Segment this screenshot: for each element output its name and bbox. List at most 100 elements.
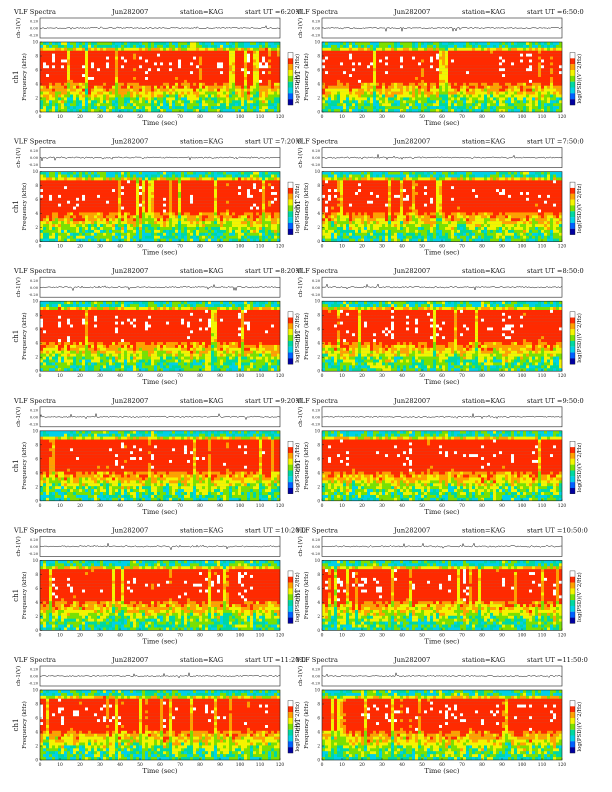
heatmap-cell bbox=[49, 106, 53, 110]
x-tick-label: 70 bbox=[177, 115, 183, 120]
heatmap-cell bbox=[430, 62, 434, 66]
heatmap-cell bbox=[538, 106, 542, 110]
heatmap-cell bbox=[268, 106, 272, 110]
heatmap-cell bbox=[145, 50, 149, 54]
heatmap-cell bbox=[541, 85, 545, 89]
heatmap-cell bbox=[544, 97, 548, 101]
heatmap-cell bbox=[514, 91, 518, 95]
heatmap-cell bbox=[79, 186, 83, 190]
heatmap-cell bbox=[175, 97, 179, 101]
heatmap-cell bbox=[97, 215, 101, 219]
heatmap-cell bbox=[514, 77, 518, 81]
heatmap-cell bbox=[511, 97, 515, 101]
heatmap-cell bbox=[46, 200, 50, 204]
heatmap-cell bbox=[181, 82, 185, 86]
heatmap-cell bbox=[43, 44, 47, 48]
heatmap-cell bbox=[550, 82, 554, 86]
heatmap-cell bbox=[154, 74, 158, 78]
heatmap-cell bbox=[163, 215, 167, 219]
heatmap-cell bbox=[421, 65, 425, 69]
heatmap-cell bbox=[70, 79, 74, 83]
heatmap-cell bbox=[121, 88, 125, 92]
heatmap-cell bbox=[133, 177, 137, 181]
heatmap-cell bbox=[118, 47, 122, 51]
heatmap-cell bbox=[112, 100, 116, 104]
heatmap-cell bbox=[379, 94, 383, 98]
heatmap-cell bbox=[169, 103, 173, 107]
heatmap-cell bbox=[235, 94, 239, 98]
heatmap-cell bbox=[475, 88, 479, 92]
heatmap-cell bbox=[385, 91, 389, 95]
heatmap-cell bbox=[391, 59, 395, 63]
heatmap-cell bbox=[526, 91, 530, 95]
heatmap-cell bbox=[166, 109, 170, 113]
heatmap-cell bbox=[91, 42, 95, 46]
heatmap-cell bbox=[448, 77, 452, 81]
heatmap-cell bbox=[148, 218, 152, 222]
heatmap-cell bbox=[277, 103, 281, 107]
heatmap-cell bbox=[397, 77, 401, 81]
heatmap-cell bbox=[496, 74, 500, 78]
heatmap-cell bbox=[523, 103, 527, 107]
heatmap-cell bbox=[406, 77, 410, 81]
heatmap-cell bbox=[82, 91, 86, 95]
colorbar-segment bbox=[288, 52, 293, 59]
heatmap-cell bbox=[127, 192, 131, 196]
heatmap-cell bbox=[166, 79, 170, 83]
heatmap-cell bbox=[154, 206, 158, 210]
heatmap-cell bbox=[121, 97, 125, 101]
heatmap-cell bbox=[130, 71, 134, 75]
heatmap-cell bbox=[436, 85, 440, 89]
heatmap-cell bbox=[178, 62, 182, 66]
heatmap-cell bbox=[493, 53, 497, 57]
heatmap-cell bbox=[439, 62, 443, 66]
heatmap-cell bbox=[472, 44, 476, 48]
heatmap-cell bbox=[61, 74, 65, 78]
heatmap-cell bbox=[217, 74, 221, 78]
heatmap-cell bbox=[394, 97, 398, 101]
heatmap-cell bbox=[121, 85, 125, 89]
heatmap-cell bbox=[529, 100, 533, 104]
heatmap-cell bbox=[397, 47, 401, 51]
heatmap-cell bbox=[208, 59, 212, 63]
heatmap-cell bbox=[58, 88, 62, 92]
heatmap-cell bbox=[154, 42, 158, 46]
heatmap-cell bbox=[421, 85, 425, 89]
x-tick-label: 70 bbox=[459, 115, 465, 120]
heatmap-cell bbox=[184, 59, 188, 63]
heatmap-cell bbox=[337, 77, 341, 81]
heatmap-cell bbox=[424, 74, 428, 78]
heatmap-cell bbox=[142, 215, 146, 219]
heatmap-cell bbox=[349, 79, 353, 83]
heatmap-cell bbox=[64, 59, 68, 63]
heatmap-cell bbox=[88, 194, 92, 198]
heatmap-cell bbox=[118, 91, 122, 95]
heatmap-cell bbox=[82, 50, 86, 54]
heatmap-cell bbox=[556, 44, 560, 48]
heatmap-cell bbox=[244, 59, 248, 63]
heatmap-cell bbox=[277, 56, 281, 60]
heatmap-cell bbox=[451, 106, 455, 110]
heatmap-cell bbox=[97, 229, 101, 233]
heatmap-cell bbox=[490, 71, 494, 75]
heatmap-cell bbox=[418, 103, 422, 107]
heatmap-cell bbox=[490, 82, 494, 86]
heatmap-cell bbox=[421, 77, 425, 81]
heatmap-cell bbox=[148, 212, 152, 216]
heatmap-cell bbox=[505, 103, 509, 107]
heatmap-cell bbox=[202, 68, 206, 72]
heatmap-cell bbox=[508, 100, 512, 104]
heatmap-cell bbox=[127, 109, 131, 113]
heatmap-cell bbox=[145, 192, 149, 196]
heatmap-cell bbox=[256, 44, 260, 48]
heatmap-cell bbox=[61, 192, 65, 196]
heatmap-cell bbox=[49, 103, 53, 107]
heatmap-cell bbox=[133, 229, 137, 233]
heatmap-cell bbox=[442, 44, 446, 48]
heatmap-cell bbox=[166, 91, 170, 95]
heatmap-cell bbox=[178, 91, 182, 95]
heatmap-cell bbox=[121, 47, 125, 51]
heatmap-cell bbox=[151, 194, 155, 198]
heatmap-cell bbox=[508, 62, 512, 66]
heatmap-cell bbox=[529, 91, 533, 95]
